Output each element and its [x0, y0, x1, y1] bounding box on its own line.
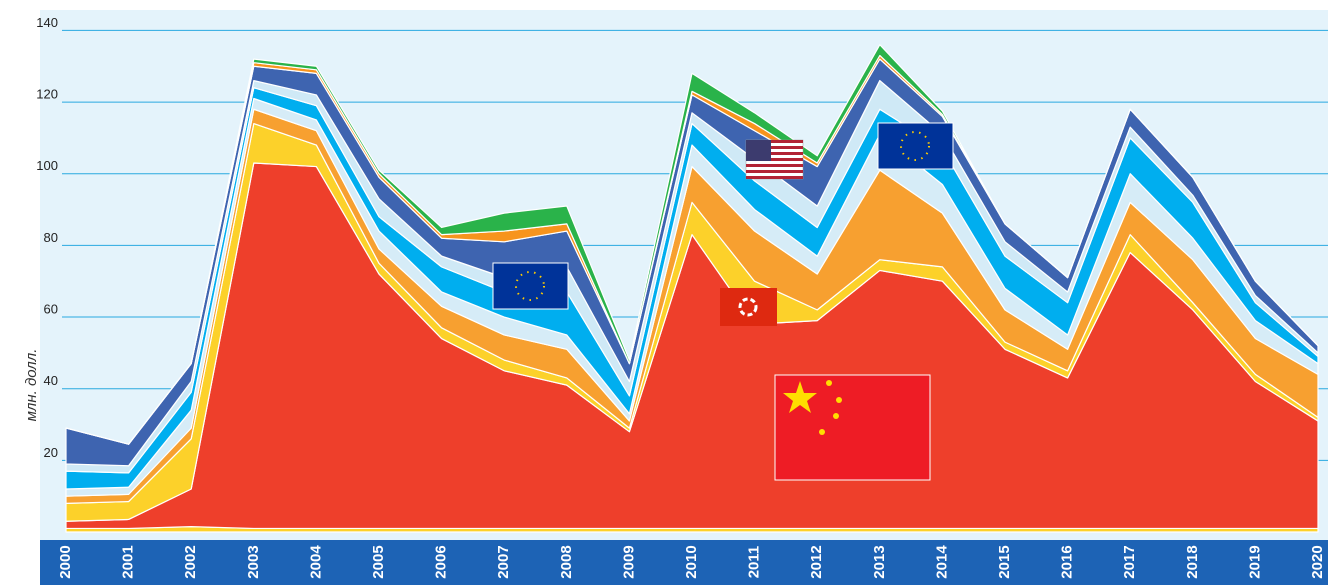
x-tick-label: 2012 [808, 545, 825, 578]
y-tick-label: 40 [44, 373, 58, 388]
y-tick-label: 140 [36, 15, 58, 30]
x-tick-label: 2015 [996, 545, 1013, 578]
flag-eu [492, 262, 569, 310]
x-tick-label: 2018 [1184, 545, 1201, 578]
y-tick-label: 20 [44, 445, 58, 460]
y-axis-title: млн. долл. [23, 349, 40, 422]
y-tick-label: 100 [36, 158, 58, 173]
x-tick-label: 2007 [495, 545, 512, 578]
x-tick-label: 2013 [871, 545, 888, 578]
x-tick-label: 2000 [57, 545, 74, 578]
x-tick-label: 2016 [1059, 545, 1076, 578]
x-tick-label: 2004 [307, 545, 324, 579]
x-tick-label: 2020 [1309, 545, 1326, 578]
flag-usa [745, 139, 804, 180]
x-tick-label: 2002 [182, 545, 199, 578]
flag-eu [877, 122, 954, 170]
x-tick-label: 2005 [370, 545, 387, 578]
x-tick-label: 2006 [433, 545, 450, 578]
x-tick-label: 2010 [683, 545, 700, 578]
x-tick-label: 2014 [933, 545, 950, 579]
flag-hong-kong [720, 288, 777, 326]
x-tick-label: 2009 [620, 545, 637, 578]
x-tick-label: 2019 [1246, 545, 1263, 578]
areas [65, 44, 1319, 533]
y-tick-label: 120 [36, 87, 58, 102]
y-tick-label: 80 [44, 230, 58, 245]
x-tick-label: 2003 [245, 545, 262, 578]
year-band [40, 540, 1328, 585]
y-tick-label: 60 [44, 301, 58, 316]
x-tick-label: 2008 [558, 545, 575, 578]
x-tick-label: 2017 [1121, 545, 1138, 578]
flag-china [774, 374, 931, 481]
flags [492, 122, 954, 481]
x-tick-label: 2001 [120, 545, 137, 578]
x-tick-label: 2011 [746, 546, 763, 579]
area [65, 44, 1319, 445]
